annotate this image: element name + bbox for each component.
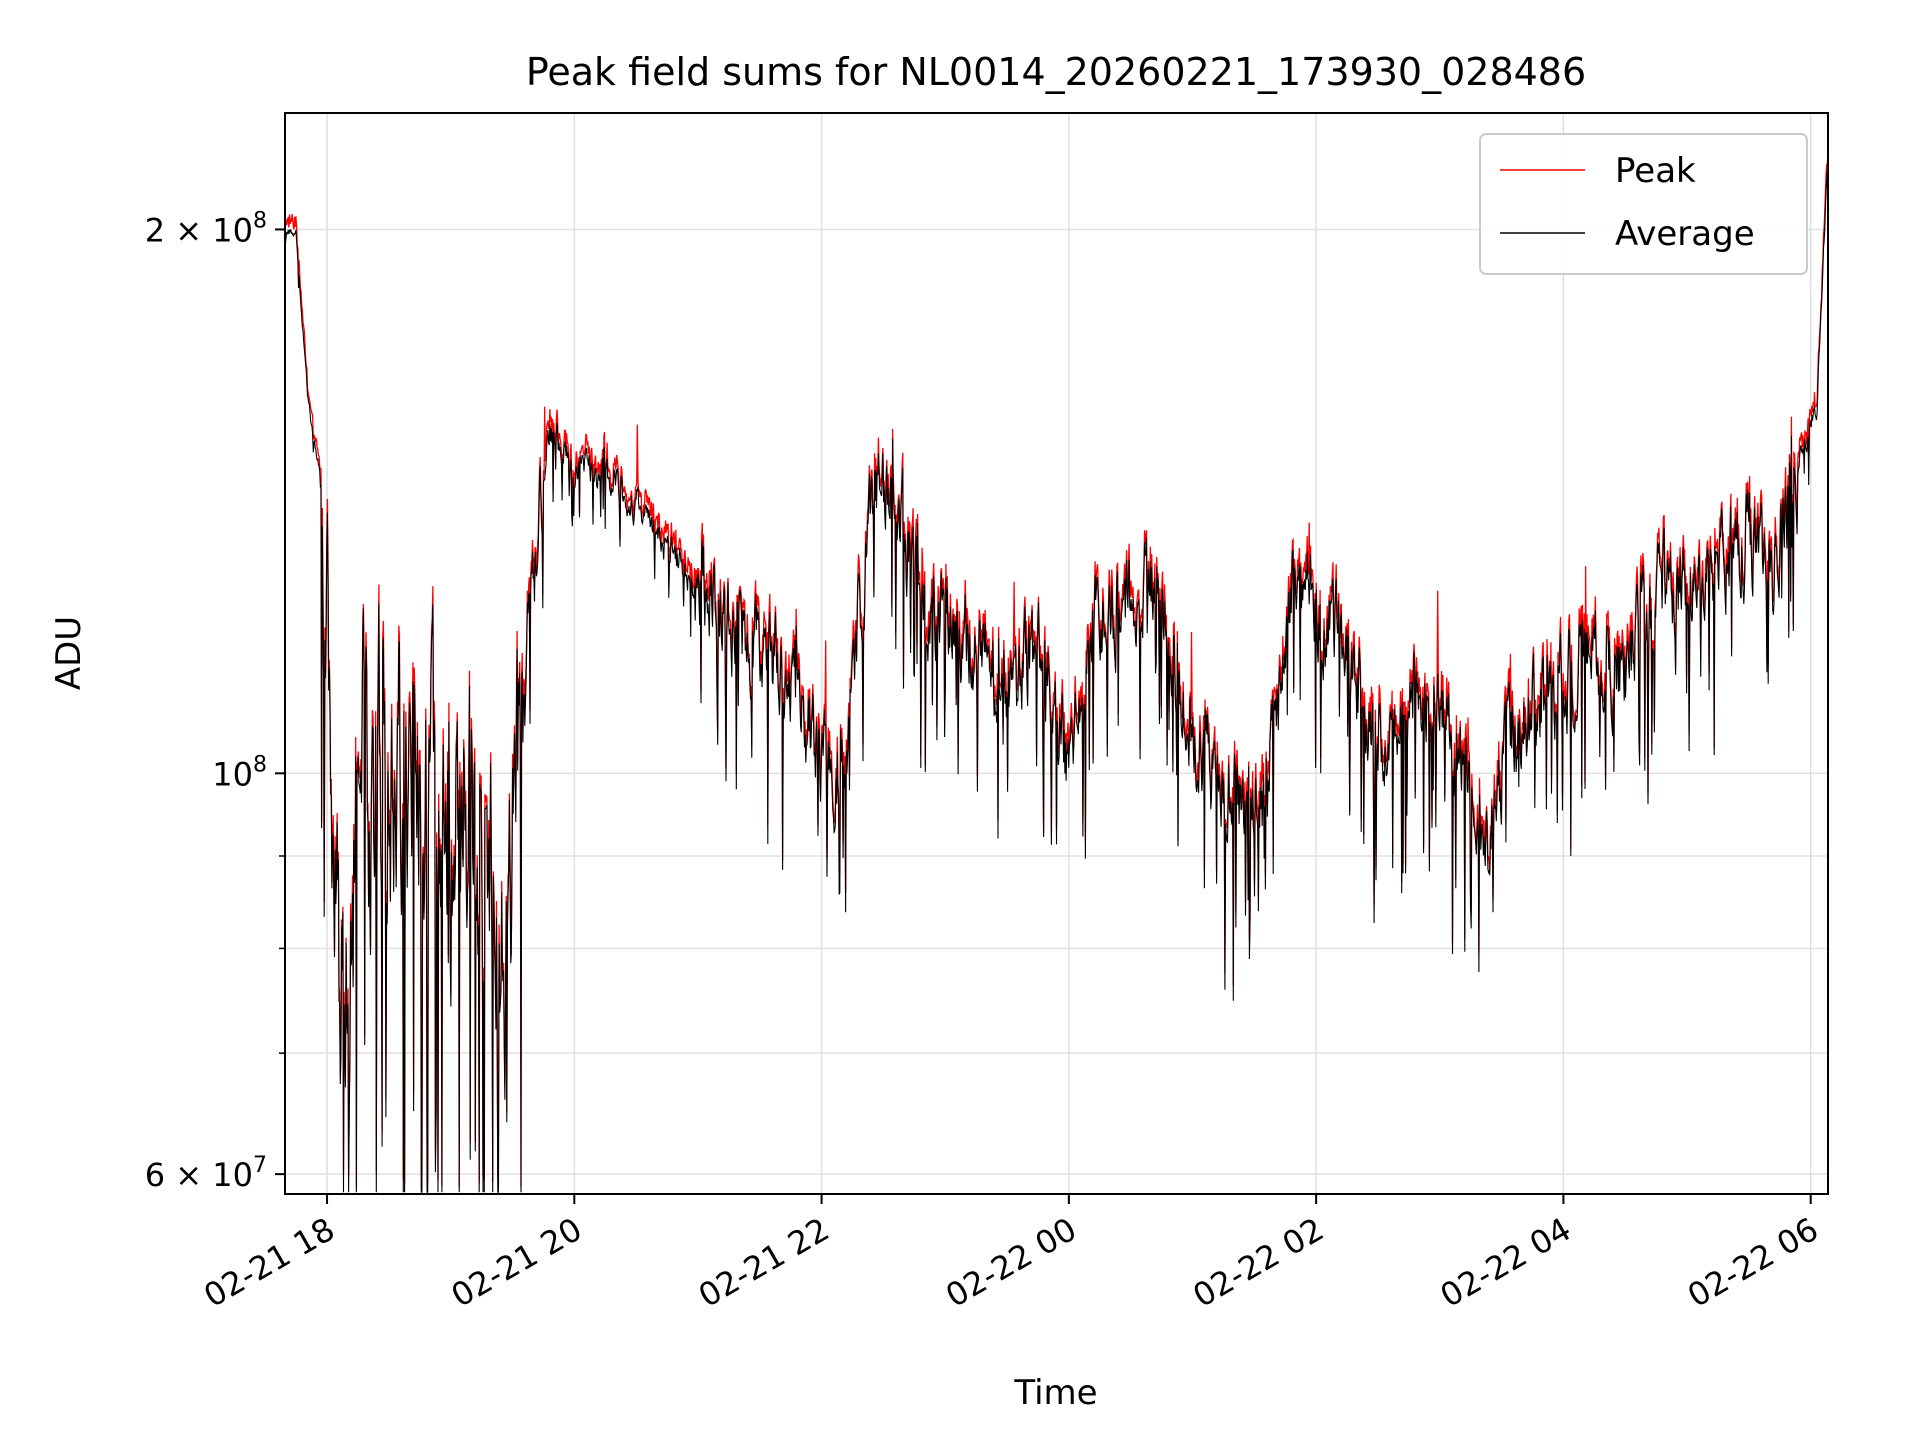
series-line-average [285,153,1828,1193]
legend-peak-label: Peak [1615,151,1696,191]
x-axis-label: Time [1013,1373,1097,1413]
legend-box [1479,133,1808,275]
chart-title: Peak field sums for NL0014_20260221_1739… [526,50,1586,94]
y-tick-label: 2 × 108 [145,208,267,249]
plot-frame [284,112,1829,1195]
y-tick-label: 6 × 107 [145,1153,267,1194]
y-axis-label: ADU [49,616,89,690]
series-layer [285,147,1828,1193]
legend-average-label: Average [1615,214,1755,254]
y-tick-label: 108 [212,752,267,793]
legend: Peak Average [1479,133,1808,275]
